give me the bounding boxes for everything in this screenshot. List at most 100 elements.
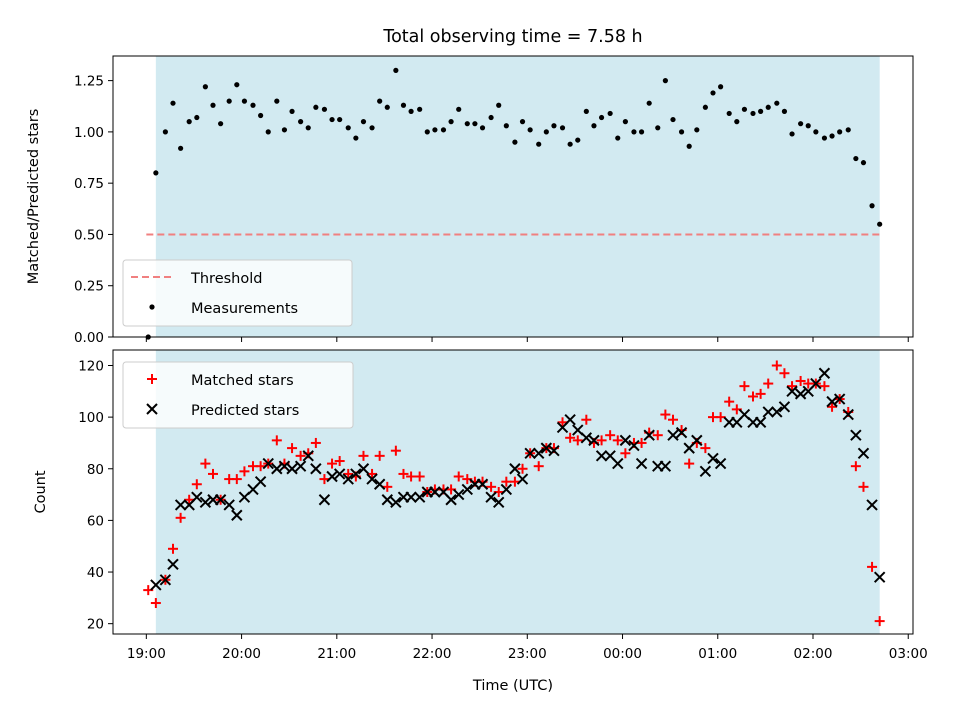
measurement-point <box>417 106 423 112</box>
measurement-point <box>353 135 359 141</box>
predicted-star-point <box>191 491 203 503</box>
predicted-star-point <box>786 385 798 398</box>
measurement-point <box>655 125 661 131</box>
measurement-point <box>726 110 732 117</box>
count-y-tick-label: 120 <box>78 358 104 374</box>
matched-star-point <box>334 456 345 467</box>
measurement-point <box>869 203 875 209</box>
predicted-star-point <box>357 463 370 475</box>
predicted-star-point <box>810 377 822 390</box>
predicted-star-point <box>461 483 473 496</box>
x-tick-label: 23:00 <box>508 646 547 662</box>
measurement-point <box>678 129 685 135</box>
measurement-point <box>853 155 859 162</box>
matched-star-point <box>382 481 393 492</box>
matched-star-point <box>668 414 678 425</box>
measurement-point <box>631 129 637 135</box>
predicted-star-point <box>326 470 338 483</box>
predicted-star-point <box>342 473 354 485</box>
predicted-star-point <box>302 450 314 462</box>
predicted-star-point <box>214 494 227 506</box>
measurement-point <box>551 123 557 129</box>
ratio-y-tick-label: 0.25 <box>74 279 104 295</box>
matched-star-point <box>755 388 766 399</box>
predicted-star-point <box>714 457 727 470</box>
predicted-star-point <box>548 444 560 457</box>
measurement-point <box>758 108 764 114</box>
measurement-point <box>424 129 430 135</box>
measurement-point <box>718 84 724 90</box>
legend-predicted-label: Predicted stars <box>191 403 299 419</box>
measurement-point <box>519 119 526 125</box>
matched-star-point <box>398 468 409 479</box>
matched-star-point <box>850 461 861 472</box>
x-tick-label: 03:00 <box>889 646 928 662</box>
count-y-tick-label: 80 <box>87 462 104 478</box>
measurement-point <box>369 125 375 131</box>
count-marks <box>143 360 886 627</box>
predicted-star-point <box>310 463 322 475</box>
measurement-point <box>464 121 470 127</box>
matched-star-point <box>660 409 671 420</box>
measurement-point <box>622 119 628 125</box>
matched-star-point <box>501 476 512 487</box>
predicted-star-point <box>413 491 426 503</box>
matched-star-point <box>867 561 878 572</box>
measurement-point <box>591 123 597 129</box>
count-y-tick-label: 40 <box>87 565 104 581</box>
matched-star-point <box>414 471 425 482</box>
matched-star-point <box>684 458 695 469</box>
measurement-point <box>448 119 454 125</box>
predicted-star-point <box>762 406 774 418</box>
count-y-tick-label: 20 <box>87 617 104 633</box>
predicted-star-point <box>366 473 378 485</box>
matched-star-point <box>700 443 711 454</box>
predicted-star-point <box>754 416 767 428</box>
count-y-axis-label: Count <box>33 470 49 513</box>
measurement-point <box>289 108 295 114</box>
predicted-star-point <box>580 432 593 444</box>
matched-star-point <box>208 468 218 479</box>
predicted-star-point <box>405 491 417 503</box>
measurement-point <box>781 108 788 114</box>
ratio-y-tick-label: 1.25 <box>74 74 104 90</box>
measurement-point <box>202 84 208 90</box>
predicted-star-point <box>476 478 489 490</box>
matched-star-point <box>374 450 385 461</box>
matched-star-point <box>858 481 869 492</box>
predicted-star-point <box>667 429 679 441</box>
predicted-star-point <box>294 460 307 472</box>
matched-star-point <box>175 512 186 523</box>
predicted-star-point <box>167 558 179 570</box>
measurement-point <box>598 114 605 121</box>
predicted-star-point <box>485 491 497 503</box>
predicted-star-point <box>350 468 362 480</box>
measurement-point <box>241 98 248 104</box>
ratio-y-tick-label: 1.00 <box>74 125 104 141</box>
measurement-point <box>250 102 256 108</box>
measurement-point <box>298 119 304 125</box>
matched-star-point <box>184 494 195 505</box>
matched-star-point <box>605 430 616 441</box>
count-legend: Matched stars Predicted stars <box>122 361 354 429</box>
matched-star-point <box>231 474 242 485</box>
matched-star-point <box>406 471 417 482</box>
matched-star-point <box>191 479 202 490</box>
predicted-star-point <box>857 447 870 459</box>
ratio-x-ticks <box>145 337 909 342</box>
matched-star-point <box>310 437 321 448</box>
measurement-point <box>646 100 652 106</box>
measurement-point <box>321 106 328 112</box>
matched-star-point <box>453 471 464 482</box>
ratio-legend: Threshold Measurements <box>122 259 353 327</box>
measurement-point <box>377 98 383 104</box>
x-tick-label: 19:00 <box>127 646 166 662</box>
predicted-star-point <box>286 463 298 475</box>
predicted-star-point <box>659 460 672 472</box>
legend-matched-swatch <box>147 374 157 384</box>
measurement-point <box>774 100 780 106</box>
measurement-point <box>400 102 407 108</box>
matched-star-point <box>271 435 282 446</box>
measurement-point <box>234 82 240 88</box>
measurement-point <box>153 170 159 176</box>
